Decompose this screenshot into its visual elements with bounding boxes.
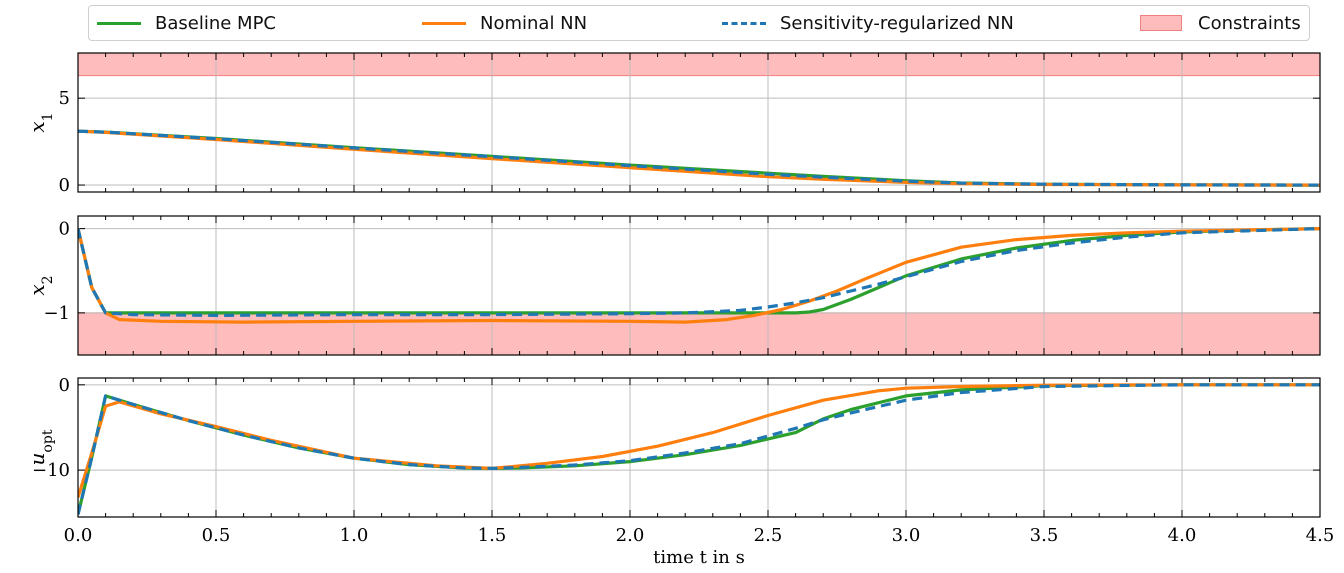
- axes-frame: [77, 52, 1321, 193]
- y-axis-label: uopt: [25, 429, 56, 465]
- series-nominal-nn: [78, 129, 1320, 187]
- x-axis-label: time t in s: [653, 547, 745, 568]
- constraint-band: [78, 53, 1320, 76]
- legend-label-constraints: Constraints: [1198, 12, 1301, 34]
- x-tick-label: 1.5: [478, 525, 507, 546]
- x-tick-label: 0.0: [64, 525, 93, 546]
- series-baseline-mpc: [78, 227, 1320, 315]
- axes-frame: [77, 215, 1321, 356]
- legend-entry-sensitivity-nn: Sensitivity-regularized NN: [722, 6, 1014, 40]
- x-tick-label: 0.5: [202, 525, 231, 546]
- x-tick-label: 1.0: [340, 525, 369, 546]
- legend: Baseline MPC Nominal NN Sensitivity-regu…: [88, 5, 1310, 41]
- series-nominal-nn: [78, 227, 1320, 324]
- y-axis-label: x1: [25, 112, 56, 132]
- y-tick-label: −1: [43, 303, 70, 324]
- axes-frame: [77, 377, 1321, 518]
- x-tick-label: 4.5: [1306, 525, 1335, 546]
- y-tick-label: −10: [32, 460, 70, 481]
- x-tick-label: 3.0: [892, 525, 921, 546]
- legend-label-baseline-mpc: Baseline MPC: [155, 12, 276, 34]
- legend-label-nominal-nn: Nominal NN: [480, 12, 588, 34]
- legend-entry-constraints: Constraints: [1140, 6, 1301, 40]
- series-sensitivity-regularized-nn: [78, 129, 1320, 187]
- x-tick-label: 2.5: [754, 525, 783, 546]
- legend-label-sensitivity-nn: Sensitivity-regularized NN: [780, 12, 1014, 34]
- series-nominal-nn: [78, 383, 1320, 498]
- legend-swatch-constraints: [1140, 14, 1184, 32]
- x-tick-label: 3.5: [1030, 525, 1059, 546]
- legend-swatch-sensitivity-nn: [722, 14, 766, 32]
- y-tick-label: 0: [59, 175, 70, 196]
- y-axis-label: x2: [25, 275, 56, 295]
- legend-entry-nominal-nn: Nominal NN: [422, 6, 587, 40]
- y-tick-label: 0: [59, 219, 70, 240]
- legend-swatch-baseline-mpc: [97, 14, 141, 32]
- x-tick-label: 2.0: [616, 525, 645, 546]
- constraint-band: [78, 312, 1320, 355]
- series-sensitivity-regularized-nn: [78, 227, 1320, 317]
- legend-swatch-nominal-nn: [422, 14, 466, 32]
- series-sensitivity-regularized-nn: [78, 383, 1320, 515]
- y-tick-label: 0: [59, 375, 70, 396]
- x-tick-label: 4.0: [1168, 525, 1197, 546]
- y-tick-label: 5: [59, 88, 70, 109]
- series-baseline-mpc: [78, 129, 1320, 187]
- legend-entry-baseline-mpc: Baseline MPC: [97, 6, 276, 40]
